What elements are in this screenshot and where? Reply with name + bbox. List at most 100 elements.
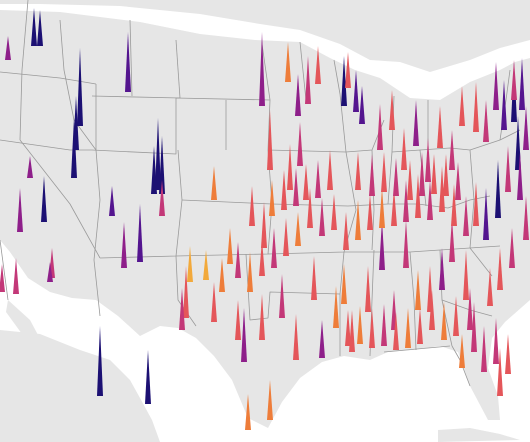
spike-mark <box>283 218 289 256</box>
spike-mark <box>305 56 311 104</box>
spike-mark <box>365 266 371 312</box>
spike-mark <box>211 166 217 200</box>
spike-mark <box>0 264 5 292</box>
spike-mark <box>407 160 413 200</box>
spike-mark <box>467 288 473 330</box>
spike-mark <box>267 110 273 170</box>
spike-mark <box>463 196 469 236</box>
spike-mark <box>287 144 293 190</box>
spike-mark <box>443 154 449 196</box>
spike-mark <box>311 256 317 300</box>
spike-mark <box>369 308 375 348</box>
spike-mark <box>413 100 419 146</box>
spike-mark <box>333 286 339 328</box>
spike-mark <box>419 152 425 196</box>
spike-mark <box>437 106 443 148</box>
spike-mark <box>367 194 373 230</box>
spike-mark <box>295 212 301 246</box>
spike-mark <box>389 90 395 130</box>
spike-mark <box>417 308 423 344</box>
baja-landmass <box>6 300 46 356</box>
spike-mark <box>355 200 361 240</box>
spike-mark <box>319 320 325 358</box>
spike-mark <box>269 180 275 216</box>
spike-mark <box>431 154 437 194</box>
spike-mark <box>345 310 351 346</box>
spike-mark <box>345 52 351 88</box>
spike-mark <box>331 194 337 230</box>
spike-mark <box>501 80 507 130</box>
spike-mark <box>463 250 469 300</box>
spike-mark <box>261 202 267 248</box>
spike-mark <box>355 152 361 190</box>
spike-mark <box>495 160 501 218</box>
spike-mark <box>249 186 255 226</box>
spike-mark <box>281 170 287 210</box>
spike-mark <box>459 334 465 368</box>
spike-mark <box>427 180 433 220</box>
spike-mark <box>493 318 499 364</box>
spike-mark <box>509 228 515 268</box>
spike-mark <box>391 188 397 226</box>
spike-mark <box>315 46 321 84</box>
spike-mark <box>73 96 79 150</box>
spike-mark <box>471 302 477 352</box>
spike-mark <box>415 270 421 310</box>
spike-mark <box>405 308 411 348</box>
spike-mark <box>77 48 83 126</box>
spike-mark <box>357 306 363 344</box>
spike-mark <box>159 180 165 216</box>
spike-layer <box>0 8 529 430</box>
spike-mark <box>97 326 103 396</box>
spike-mark <box>271 228 277 268</box>
spike-mark <box>125 32 131 92</box>
spike-mark <box>285 42 291 82</box>
spike-mark <box>453 296 459 336</box>
spike-mark <box>47 262 53 282</box>
spike-mark <box>259 32 265 106</box>
spike-mark <box>481 326 487 372</box>
spike-mark <box>211 282 217 322</box>
spike-mark <box>511 60 517 100</box>
spike-mark <box>487 268 493 306</box>
spike-mark <box>187 246 193 282</box>
spike-mark <box>515 116 521 170</box>
spike-mark <box>279 274 285 318</box>
spike-mark <box>497 348 503 396</box>
spike-mark <box>295 74 301 116</box>
spike-mark <box>259 294 265 340</box>
spike-mark <box>17 188 23 232</box>
spike-mark <box>379 188 385 228</box>
spike-mark <box>455 162 461 200</box>
spike-mark <box>449 218 455 262</box>
spike-mark <box>121 222 127 268</box>
spike-mark <box>519 58 525 110</box>
spike-mark <box>159 136 165 194</box>
spike-mark <box>5 36 11 60</box>
spike-mark <box>381 152 387 192</box>
spike-mark <box>415 174 421 218</box>
spike-mark <box>401 128 407 170</box>
spike-mark <box>459 86 465 126</box>
spike-mark <box>227 228 233 264</box>
spike-mark <box>473 182 479 226</box>
spike-mark <box>393 312 399 350</box>
spike-mark <box>13 258 19 294</box>
spike-mark <box>441 302 447 340</box>
mexico-landmass <box>0 330 160 442</box>
spike-mark <box>341 264 347 304</box>
spike-mark <box>429 290 435 330</box>
spike-mark <box>425 138 431 182</box>
spike-mark <box>315 160 321 198</box>
spike-mark <box>369 154 375 196</box>
spike-mark <box>377 104 383 150</box>
spike-mark <box>523 106 529 150</box>
spike-mark <box>267 380 273 420</box>
spike-mark <box>493 62 499 110</box>
spike-mark <box>27 156 33 178</box>
spike-mark <box>235 242 241 278</box>
spike-mark <box>353 70 359 112</box>
spike-mark <box>303 164 309 200</box>
spike-mark <box>247 252 253 292</box>
